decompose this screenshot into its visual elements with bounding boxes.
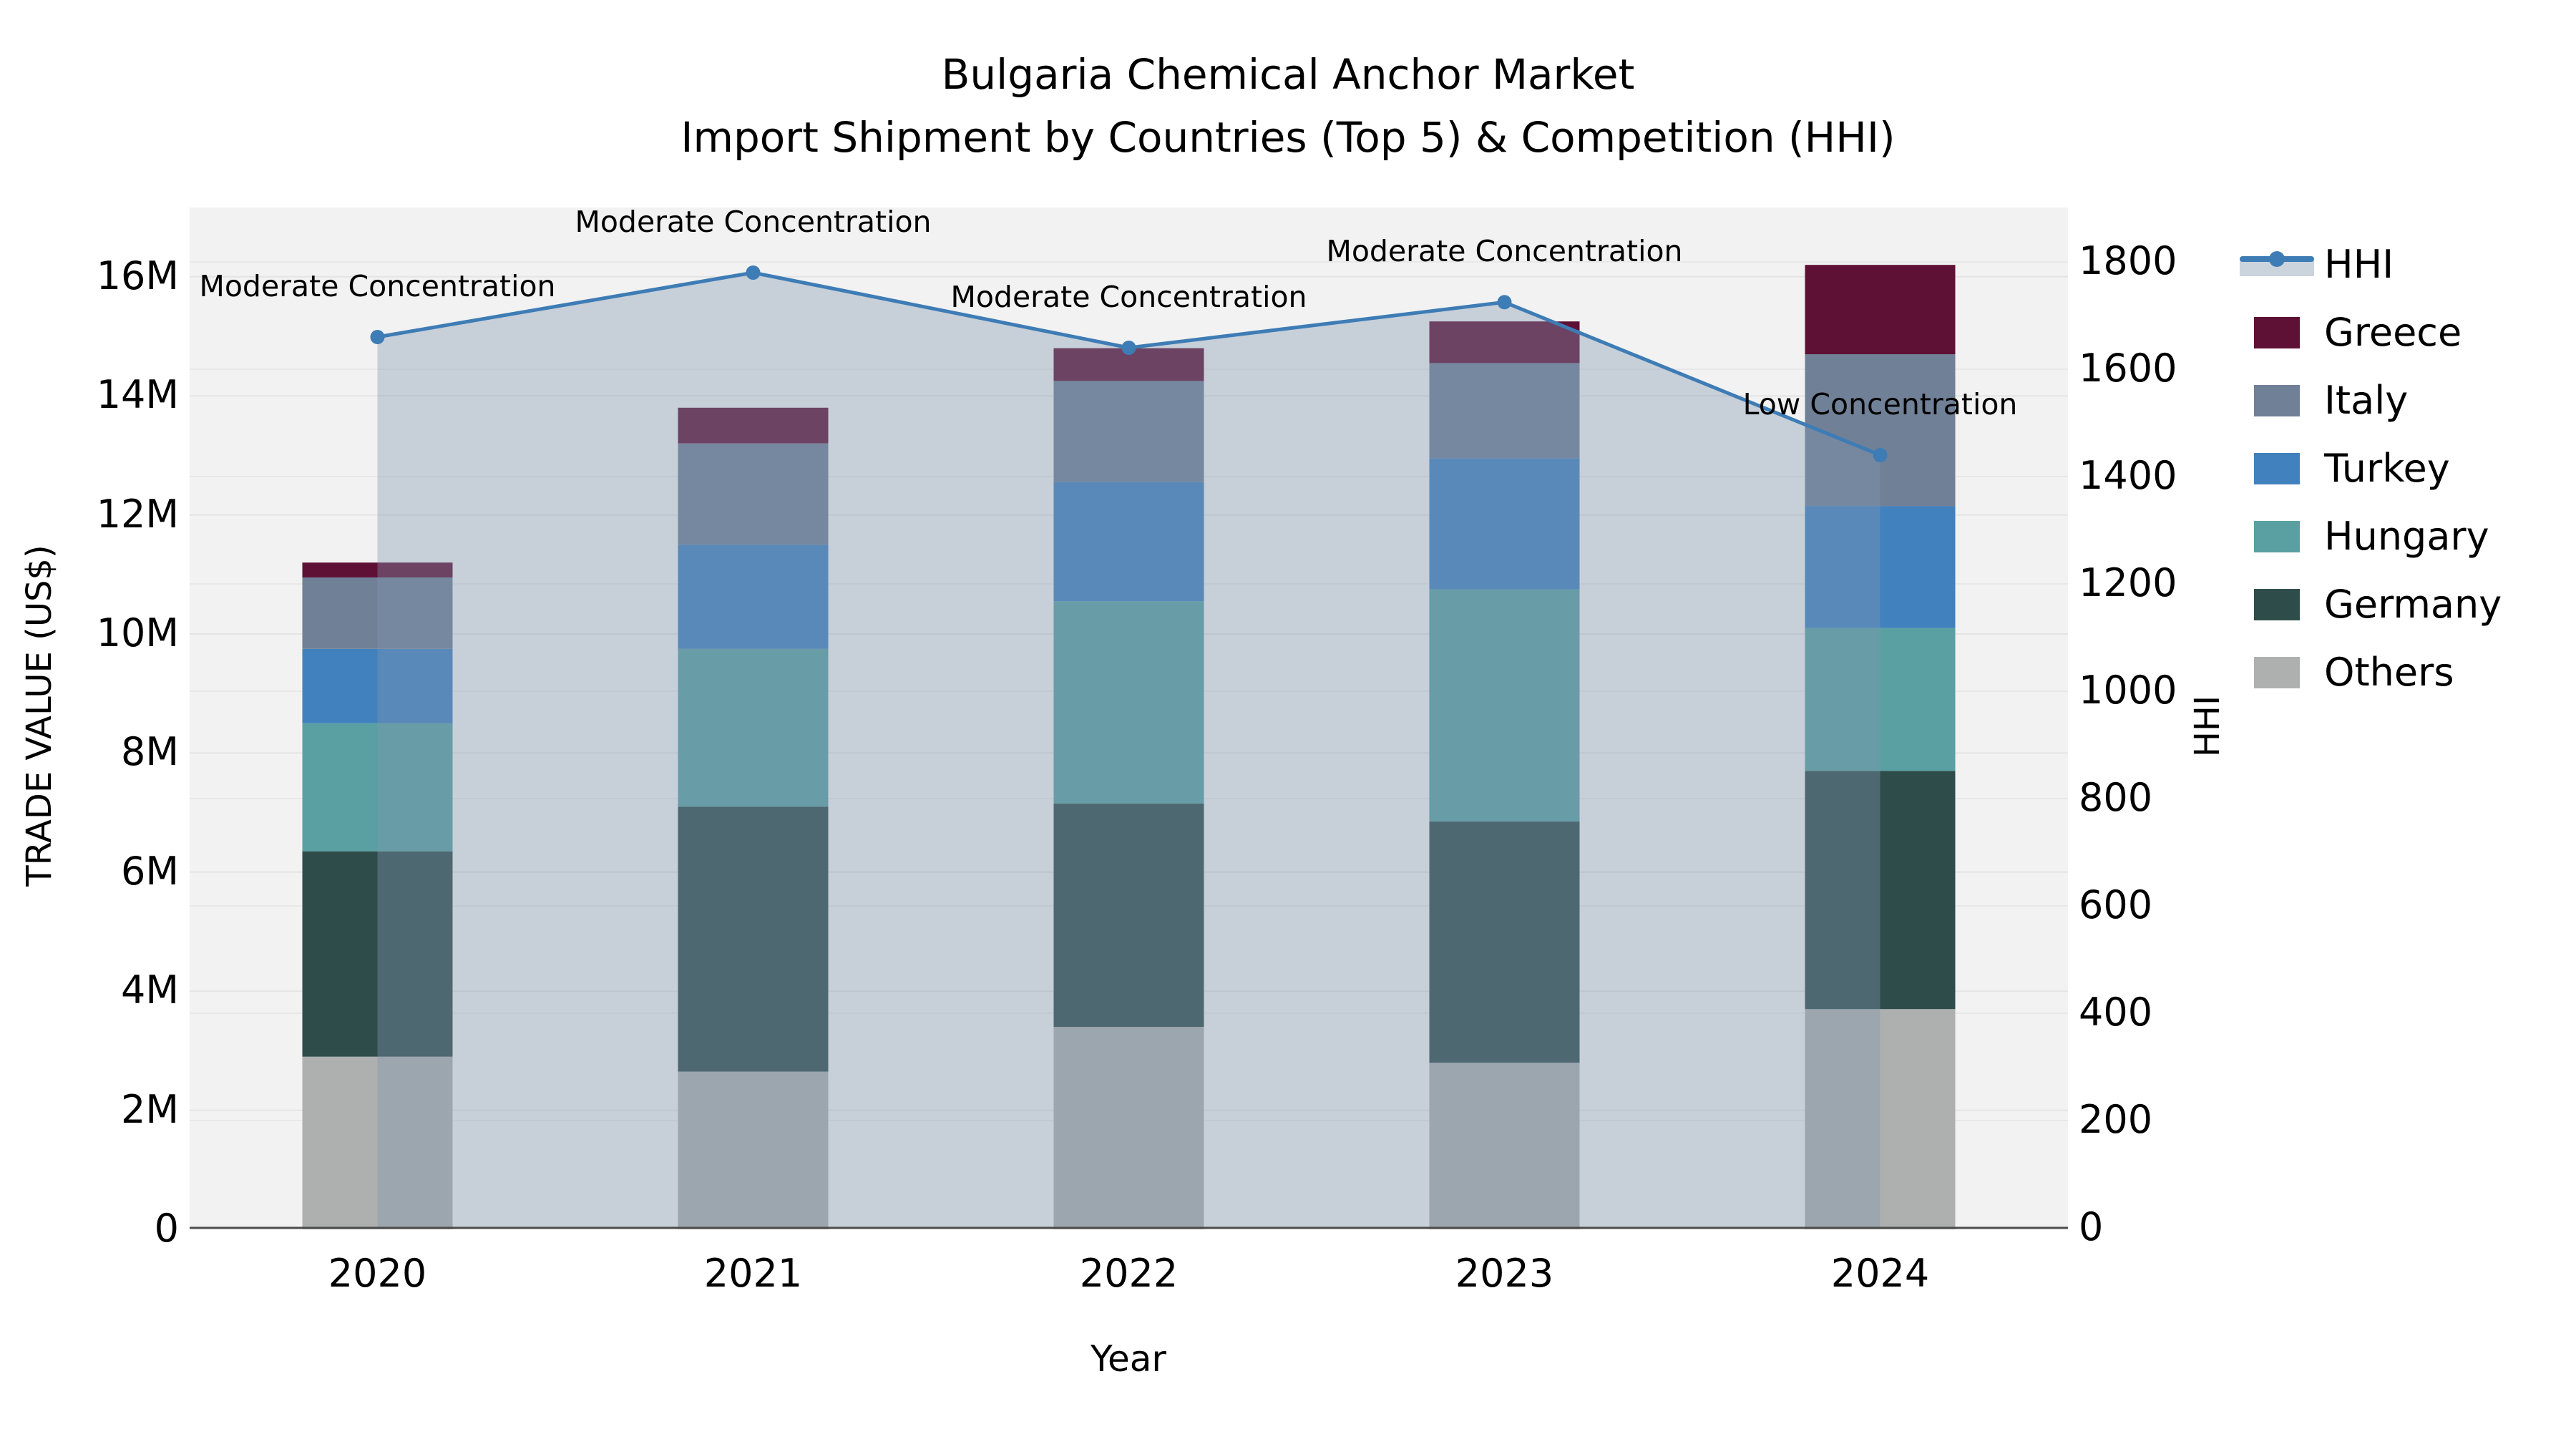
annotation-2021: Moderate Concentration [575, 205, 932, 239]
legend-swatch-greece [2254, 316, 2300, 348]
legend-item-italy[interactable]: Italy [2254, 366, 2502, 434]
bar-segment-italy-2023[interactable] [1429, 363, 1580, 459]
bar-segment-turkey-2021[interactable] [678, 545, 829, 649]
legend-swatch-italy [2254, 384, 2300, 416]
legend-label-greece: Greece [2324, 310, 2462, 355]
legend-label-hhi: HHI [2324, 242, 2394, 287]
y-right-tick: 1800 [2079, 238, 2177, 283]
bar-segment-turkey-2024[interactable] [1805, 506, 1956, 628]
annotation-2023: Moderate Concentration [1326, 234, 1683, 269]
legend-item-hhi[interactable]: HHI [2240, 230, 2502, 298]
bar-segment-italy-2022[interactable] [1053, 381, 1204, 482]
y-right-tick: 1600 [2079, 346, 2177, 391]
x-axis-title: Year [1091, 1338, 1166, 1380]
bar-segment-hungary-2022[interactable] [1053, 601, 1204, 804]
bar-segment-others-2021[interactable] [678, 1071, 829, 1230]
bar-segment-italy-2021[interactable] [678, 443, 829, 545]
bar-segment-germany-2020[interactable] [302, 851, 453, 1057]
bar-segment-germany-2024[interactable] [1805, 771, 1956, 1010]
bar-segment-italy-2024[interactable] [1805, 354, 1956, 507]
x-tick-2022: 2022 [1079, 1251, 1179, 1296]
y-right-tick: 0 [2079, 1204, 2104, 1249]
bar-segment-greece-2023[interactable] [1429, 321, 1580, 364]
hhi-point-2021[interactable] [746, 265, 761, 280]
hhi-line-swatch-icon [2240, 249, 2314, 280]
bar-segment-greece-2020[interactable] [302, 562, 453, 577]
legend-swatch-others [2254, 656, 2300, 688]
chart-title-line2: Import Shipment by Countries (Top 5) & C… [680, 113, 1896, 162]
legend-item-germany[interactable]: Germany [2254, 570, 2502, 638]
y-left-tick: 8M [121, 729, 179, 775]
legend-label-germany: Germany [2324, 582, 2502, 627]
bar-segment-germany-2023[interactable] [1429, 821, 1580, 1063]
bar-segment-others-2020[interactable] [302, 1056, 453, 1229]
bar-segment-greece-2021[interactable] [678, 407, 829, 444]
bar-segment-hungary-2020[interactable] [302, 723, 453, 852]
legend-item-turkey[interactable]: Turkey [2254, 434, 2502, 502]
y-left-tick: 10M [96, 610, 179, 655]
legend-label-turkey: Turkey [2324, 446, 2450, 491]
legend-item-greece[interactable]: Greece [2254, 298, 2502, 366]
hhi-point-2022[interactable] [1121, 341, 1136, 355]
y-right-tick: 200 [2079, 1097, 2153, 1142]
y-left-tick: 0 [154, 1206, 179, 1251]
y-axis-right-title: HHI [2187, 695, 2228, 758]
bar-segment-germany-2022[interactable] [1053, 804, 1204, 1028]
legend: HHI Greece Italy Turkey Hungary Germany Others [2240, 230, 2502, 706]
legend-swatch-turkey [2254, 452, 2300, 484]
chart-title-line1: Bulgaria Chemical Anchor Market [941, 50, 1635, 99]
legend-item-hungary[interactable]: Hungary [2254, 502, 2502, 570]
bar-segment-others-2022[interactable] [1053, 1027, 1204, 1229]
bar-segment-turkey-2022[interactable] [1053, 482, 1204, 602]
y-left-tick: 14M [96, 372, 179, 418]
x-tick-2024: 2024 [1830, 1251, 1930, 1296]
hhi-area-swatch [2240, 260, 2314, 276]
hhi-area-fill [377, 273, 1880, 1228]
y-right-tick: 600 [2079, 882, 2153, 927]
bar-segment-others-2024[interactable] [1805, 1009, 1956, 1229]
y-right-tick: 400 [2079, 990, 2153, 1035]
bar-segment-hungary-2023[interactable] [1429, 589, 1580, 822]
y-axis-left-title: TRADE VALUE (US$) [19, 545, 59, 887]
hhi-marker-icon [2269, 250, 2285, 267]
legend-label-hungary: Hungary [2324, 514, 2489, 559]
y-left-tick: 16M [96, 253, 179, 298]
legend-label-others: Others [2324, 650, 2454, 695]
hhi-point-2020[interactable] [370, 330, 385, 344]
legend-label-italy: Italy [2324, 378, 2409, 423]
bar-segment-others-2023[interactable] [1429, 1063, 1580, 1229]
y-left-tick: 12M [96, 491, 179, 537]
y-right-tick: 800 [2079, 775, 2153, 820]
bar-segment-italy-2020[interactable] [302, 577, 453, 649]
bar-segment-germany-2021[interactable] [678, 806, 829, 1072]
legend-swatch-hungary [2254, 520, 2300, 552]
y-right-tick: 1200 [2079, 560, 2177, 605]
bar-segment-hungary-2021[interactable] [678, 648, 829, 807]
chart-title: Bulgaria Chemical Anchor Market Import S… [0, 43, 2576, 169]
hhi-point-2024[interactable] [1873, 448, 1888, 462]
x-tick-2023: 2023 [1455, 1251, 1554, 1296]
legend-item-others[interactable]: Others [2254, 638, 2502, 706]
y-right-tick: 1000 [2079, 668, 2177, 713]
x-tick-2020: 2020 [328, 1251, 427, 1296]
y-left-tick: 6M [121, 848, 179, 894]
bar-segment-hungary-2024[interactable] [1805, 628, 1956, 771]
bar-segment-turkey-2020[interactable] [302, 648, 453, 723]
annotation-2022: Moderate Concentration [950, 280, 1307, 314]
bar-segment-greece-2024[interactable] [1805, 265, 1956, 354]
plot-area [190, 208, 2068, 1229]
y-left-tick: 4M [121, 967, 179, 1013]
hhi-point-2023[interactable] [1497, 295, 1512, 310]
annotation-2024: Low Concentration [1742, 387, 2018, 421]
bar-segment-turkey-2023[interactable] [1429, 458, 1580, 590]
y-right-tick: 1400 [2079, 453, 2177, 498]
annotation-2020: Moderate Concentration [199, 269, 556, 303]
legend-swatch-germany [2254, 588, 2300, 620]
y-left-tick: 2M [121, 1086, 179, 1132]
x-tick-2021: 2021 [703, 1251, 803, 1296]
